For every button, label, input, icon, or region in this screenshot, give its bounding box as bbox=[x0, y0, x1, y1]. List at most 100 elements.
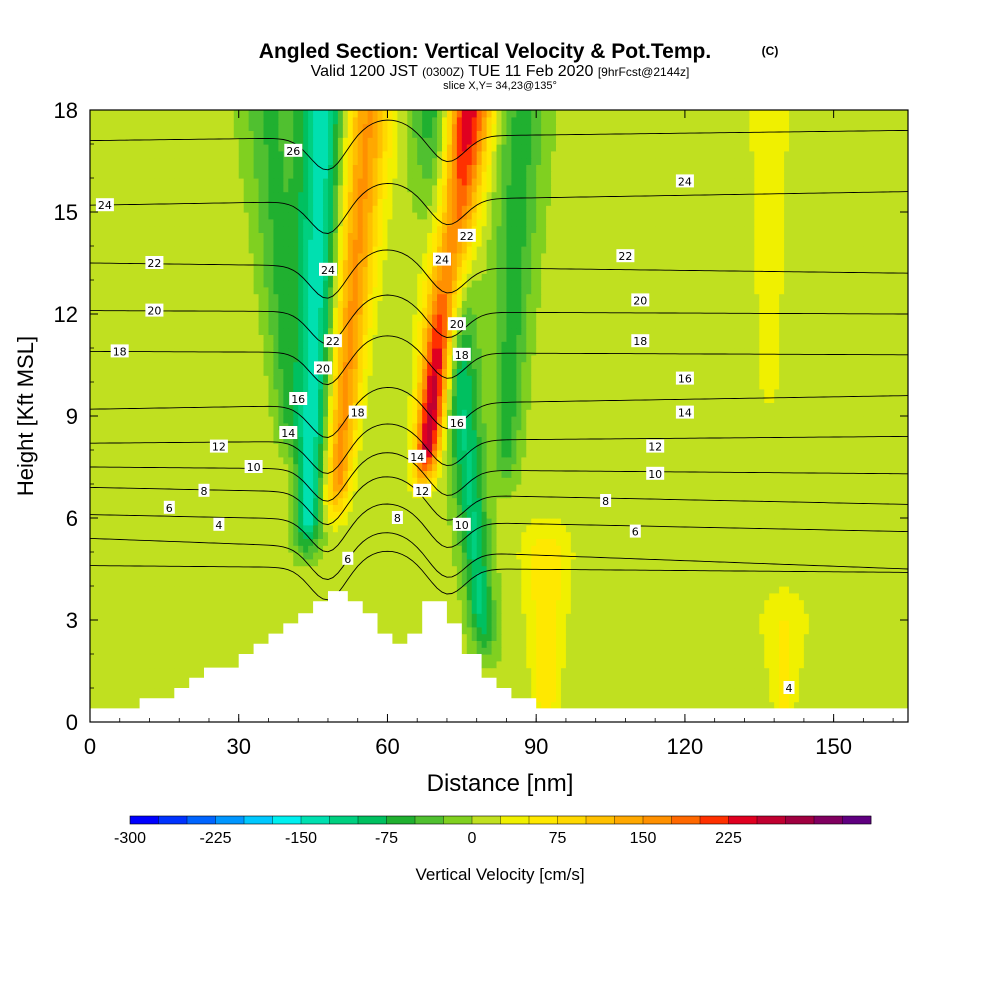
velocity-cell bbox=[833, 572, 840, 580]
velocity-cell bbox=[194, 592, 200, 601]
velocity-cell bbox=[585, 660, 592, 669]
velocity-cell bbox=[719, 545, 726, 553]
velocity-cell bbox=[754, 620, 760, 628]
velocity-cell bbox=[848, 694, 855, 703]
velocity-cell bbox=[308, 579, 314, 587]
velocity-cell bbox=[570, 531, 577, 539]
velocity-cell bbox=[496, 674, 503, 682]
velocity-cell bbox=[139, 599, 146, 607]
velocity-cell bbox=[605, 647, 612, 655]
velocity-cell bbox=[397, 538, 403, 546]
velocity-cell bbox=[570, 640, 577, 648]
velocity-cell bbox=[99, 599, 106, 607]
velocity-cell bbox=[759, 633, 765, 641]
velocity-cell bbox=[674, 592, 681, 601]
velocity-cell bbox=[704, 654, 711, 662]
velocity-cell bbox=[169, 620, 175, 628]
velocity-cell bbox=[392, 613, 398, 621]
velocity-cell bbox=[253, 558, 260, 567]
velocity-cell bbox=[709, 599, 716, 607]
velocity-cell bbox=[213, 531, 220, 539]
velocity-cell bbox=[808, 626, 815, 635]
velocity-cell bbox=[813, 667, 820, 675]
velocity-cell bbox=[526, 531, 532, 539]
velocity-cell bbox=[466, 565, 473, 573]
velocity-cell bbox=[159, 660, 165, 669]
velocity-cell bbox=[397, 558, 403, 567]
velocity-cell bbox=[204, 524, 210, 533]
velocity-cell bbox=[149, 667, 156, 675]
velocity-cell bbox=[734, 572, 741, 580]
velocity-cell bbox=[293, 613, 299, 621]
velocity-cell bbox=[813, 606, 820, 614]
velocity-cell bbox=[556, 620, 562, 628]
velocity-cell bbox=[798, 681, 805, 689]
velocity-cell bbox=[382, 626, 389, 635]
velocity-cell bbox=[169, 681, 175, 689]
velocity-cell bbox=[99, 688, 106, 696]
velocity-cell bbox=[903, 606, 908, 614]
velocity-cell bbox=[858, 633, 864, 641]
velocity-cell bbox=[848, 613, 855, 621]
velocity-cell bbox=[645, 633, 651, 641]
velocity-cell bbox=[318, 558, 324, 567]
velocity-cell bbox=[129, 572, 136, 580]
velocity-cell bbox=[808, 667, 815, 675]
velocity-cell bbox=[99, 586, 106, 594]
velocity-cell bbox=[218, 572, 225, 580]
velocity-cell bbox=[154, 518, 161, 526]
velocity-cell bbox=[729, 688, 736, 696]
velocity-cell bbox=[605, 654, 612, 662]
velocity-cell bbox=[898, 599, 904, 607]
velocity-cell bbox=[283, 592, 289, 601]
velocity-cell bbox=[724, 524, 731, 533]
velocity-cell bbox=[903, 613, 908, 621]
velocity-cell bbox=[863, 579, 869, 587]
velocity-cell bbox=[94, 620, 101, 628]
velocity-cell bbox=[238, 524, 245, 533]
velocity-cell bbox=[808, 524, 815, 533]
velocity-cell bbox=[734, 592, 741, 601]
velocity-cell bbox=[461, 552, 468, 560]
velocity-cell bbox=[759, 654, 765, 662]
velocity-cell bbox=[719, 701, 726, 709]
velocity-cell bbox=[580, 667, 587, 675]
velocity-cell bbox=[803, 613, 810, 621]
velocity-cell bbox=[789, 660, 795, 669]
velocity-cell bbox=[278, 545, 284, 553]
velocity-cell bbox=[898, 613, 904, 621]
velocity-cell bbox=[303, 558, 309, 567]
velocity-cell bbox=[570, 599, 577, 607]
velocity-cell bbox=[541, 572, 547, 580]
velocity-cell bbox=[526, 599, 532, 607]
velocity-cell bbox=[258, 599, 265, 607]
velocity-cell bbox=[660, 606, 666, 614]
velocity-cell bbox=[327, 538, 334, 546]
velocity-cell bbox=[526, 586, 532, 594]
subtitle-utc: (0300Z) bbox=[422, 65, 464, 79]
chart-subtitle: Valid 1200 JST (0300Z) TUE 11 Feb 2020 [… bbox=[311, 63, 690, 80]
velocity-cell bbox=[501, 640, 508, 648]
velocity-cell bbox=[318, 572, 324, 580]
velocity-cell bbox=[605, 701, 612, 709]
velocity-cell bbox=[387, 565, 394, 573]
velocity-cell bbox=[437, 592, 443, 601]
velocity-cell bbox=[793, 613, 800, 621]
velocity-cell bbox=[888, 599, 894, 607]
chart-title: Angled Section: Vertical Velocity & Pot.… bbox=[259, 40, 711, 63]
velocity-cell bbox=[898, 694, 904, 703]
velocity-cell bbox=[749, 660, 755, 669]
velocity-cell bbox=[109, 681, 116, 689]
velocity-cell bbox=[273, 579, 279, 587]
velocity-cell bbox=[402, 633, 408, 641]
velocity-cell bbox=[466, 620, 473, 628]
velocity-cell bbox=[496, 558, 503, 567]
velocity-cell bbox=[536, 606, 542, 614]
velocity-cell bbox=[516, 654, 522, 662]
velocity-cell bbox=[481, 524, 488, 533]
velocity-cell bbox=[441, 552, 448, 560]
velocity-cell bbox=[679, 694, 686, 703]
velocity-cell bbox=[223, 599, 230, 607]
velocity-cell bbox=[560, 558, 567, 567]
velocity-cell bbox=[144, 681, 151, 689]
